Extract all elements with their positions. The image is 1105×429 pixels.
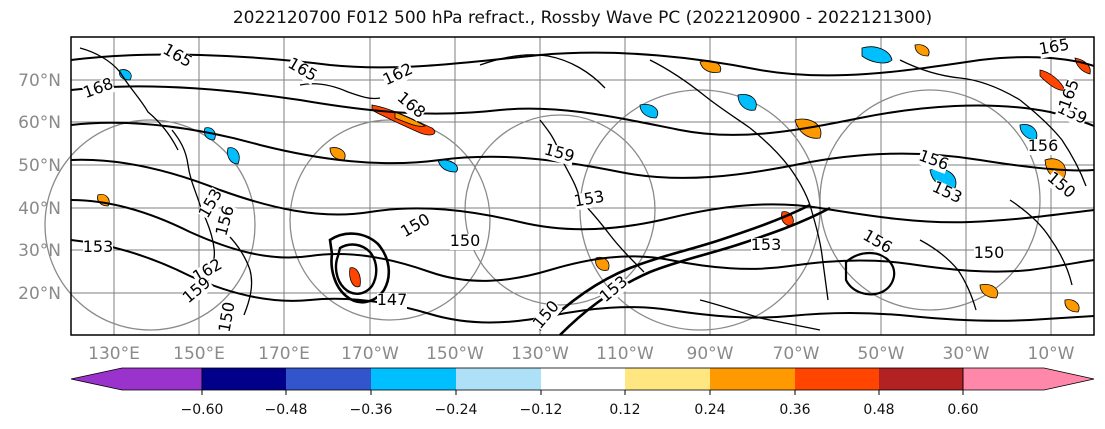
colorbar — [70, 367, 1095, 391]
longitude-label: 130°W — [511, 344, 569, 364]
contour-label-bg — [573, 189, 606, 211]
contour-label-bg — [197, 187, 226, 221]
contour-label-bg — [974, 246, 1004, 262]
contour-label-bg — [1038, 37, 1071, 59]
longitude-label: 150°W — [426, 344, 484, 364]
contour-label-bg — [83, 240, 113, 256]
colorbar-segment — [202, 368, 286, 390]
map-title: 2022120700 F012 500 hPa refract., Rossby… — [232, 8, 933, 28]
contour-label-bg — [450, 234, 480, 250]
colorbar-tick-label: 0.60 — [947, 402, 978, 418]
contour-label-bg — [597, 274, 632, 306]
refraction-shading — [97, 44, 1091, 313]
height-contours — [70, 51, 1095, 336]
contour-label-bg — [217, 301, 239, 334]
latitude-label: 40°N — [18, 199, 61, 219]
latitude-label: 30°N — [18, 241, 61, 261]
contour-label-bg — [399, 212, 433, 241]
contour-label-bg — [751, 238, 781, 254]
longitude-label: 110°W — [596, 344, 654, 364]
colorbar-tick-label: −0.60 — [181, 402, 224, 418]
contour-label-bg — [160, 42, 194, 71]
colorbar-tick-label: 0.12 — [609, 402, 640, 418]
contour-label-bg — [180, 275, 215, 307]
contour-label-bg — [191, 257, 225, 286]
contour-label: 153 — [83, 237, 114, 256]
colorbar-tick-label: −0.12 — [520, 402, 563, 418]
map-border — [70, 36, 1095, 336]
contour-label-bg — [214, 204, 238, 238]
longitude-label: 30°W — [943, 344, 990, 364]
longitude-label: 170°W — [341, 344, 399, 364]
colorbar-ticks: −0.60 −0.48 −0.36 −0.24 −0.12 0.12 0.24 0.36 0.4… — [181, 390, 979, 418]
colorbar-frame — [201, 367, 964, 391]
contour-label: 150 — [974, 243, 1005, 262]
longitude-label: 150°E — [173, 344, 225, 364]
colorbar-segment — [286, 368, 371, 390]
longitude-label: 90°W — [687, 344, 734, 364]
colorbar-segment — [879, 368, 963, 390]
colorbar-segment — [795, 368, 879, 390]
contour-label: 150 — [450, 231, 481, 250]
contour-label-bg — [285, 56, 319, 85]
colorbar-tick-label: 0.24 — [694, 402, 725, 418]
contour-label-bg — [531, 298, 563, 333]
latitude-axis: 70°N 60°N 50°N 40°N 30°N 20°N — [18, 71, 61, 304]
contour-label-bg — [860, 228, 894, 257]
colorbar-extend-low — [70, 367, 203, 391]
longitude-axis: 130°E 150°E 170°E 170°W 150°W 130°W 110°W 90°W 7… — [88, 344, 1075, 364]
latitude-label: 50°N — [18, 156, 61, 176]
longitude-label: 70°W — [773, 344, 820, 364]
latitude-label: 70°N — [18, 71, 61, 91]
colorbar-tick-label: 0.48 — [863, 402, 894, 418]
colorbar-segment — [710, 368, 795, 390]
longitude-label: 10°W — [1028, 344, 1075, 364]
colorbar-segment — [456, 368, 541, 390]
colorbar-segment — [625, 368, 710, 390]
contour-label-bg — [929, 179, 964, 207]
colorbar-tick-label: −0.36 — [350, 402, 393, 418]
contour-label-bg — [393, 90, 428, 122]
contour-label-bg — [916, 148, 951, 174]
longitude-label: 170°E — [258, 344, 310, 364]
contour-label: 147 — [377, 290, 408, 309]
colorbar-tick-label: −0.24 — [435, 402, 478, 418]
colorbar-extend-high — [962, 367, 1095, 391]
longitude-label: 130°E — [88, 344, 140, 364]
contour-label: 156 — [1028, 136, 1059, 155]
great-circle-arcs — [44, 89, 1041, 331]
contour-label-bg — [1028, 139, 1058, 155]
contour-label-bg — [81, 76, 116, 102]
contour-label-bg — [381, 61, 416, 89]
longitude-label: 50°W — [858, 344, 905, 364]
colorbar-segment — [541, 368, 625, 390]
contour-label-bg — [542, 142, 576, 166]
contour-label-bg — [1043, 170, 1078, 202]
colorbar-segment — [371, 368, 456, 390]
latitude-label: 60°N — [18, 113, 61, 133]
contour-label-bg — [1057, 77, 1083, 112]
latitude-label: 20°N — [18, 284, 61, 304]
contour-label: 153 — [751, 235, 782, 254]
contour-label-bg — [377, 293, 407, 309]
colorbar-tick-label: −0.48 — [265, 402, 308, 418]
colorbar-tick-label: 0.36 — [779, 402, 810, 418]
